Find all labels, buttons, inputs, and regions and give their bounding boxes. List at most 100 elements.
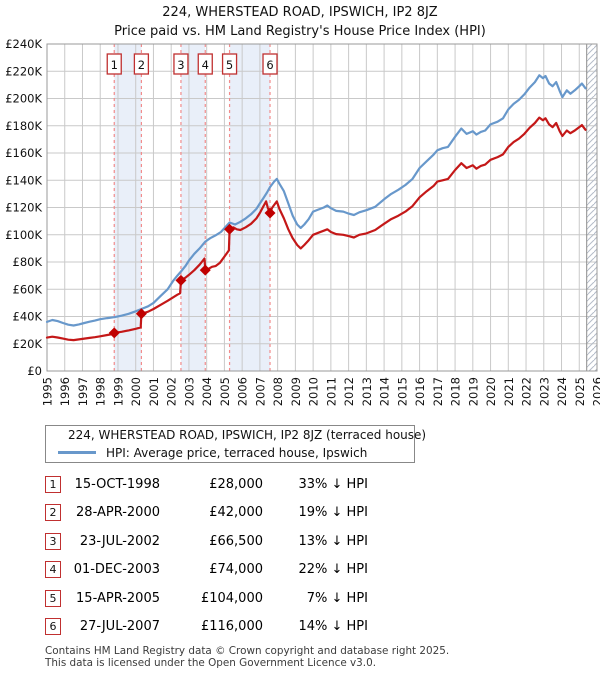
x-axis-label: 2018	[449, 377, 463, 406]
price-history-chart: 1 2 3 4 5 6 £0 £20K £40K £60K £80K £100K £120K £140K £…	[5, 37, 600, 406]
sale-date: 15-OCT-1998	[74, 477, 160, 492]
y-axis-label: £20K	[13, 337, 43, 351]
x-axis-label: 2000	[129, 377, 143, 406]
sale-row-3: 3 23-JUL-2002 £66,500 13% ↓ HPI	[0, 533, 600, 551]
sale-number-badge: 5	[45, 590, 61, 607]
hpi-line	[45, 74, 587, 327]
sale-number-box-label: 6	[266, 58, 273, 72]
sale-row-5: 5 15-APR-2005 £104,000 7% ↓ HPI	[0, 590, 600, 608]
x-axis-label: 2007	[253, 377, 267, 406]
x-axis-label: 2021	[502, 377, 516, 406]
x-axis-label: 2006	[236, 377, 250, 406]
y-axis-label: £60K	[13, 282, 43, 296]
y-axis-label: £180K	[5, 119, 42, 133]
sale-vs-hpi: 33% ↓ HPI	[298, 477, 368, 492]
legend-row-property: 224, WHERSTEAD ROAD, IPSWICH, IP2 8JZ (t…	[46, 428, 426, 443]
legend-hpi-label: HPI: Average price, terraced house, Ipsw…	[106, 445, 368, 460]
y-axis-label: £120K	[5, 201, 42, 215]
sale-marker-diamond	[108, 327, 120, 339]
sale-marker-diamond	[224, 223, 236, 235]
x-axis-label: 2024	[555, 377, 569, 406]
sale-date: 15-APR-2005	[76, 591, 160, 606]
sale-date: 28-APR-2000	[76, 505, 160, 520]
sale-number-badge: 2	[45, 504, 61, 521]
x-axis-label: 1995	[41, 377, 55, 406]
x-axis-label: 2002	[165, 377, 179, 406]
x-axis-label: 2004	[200, 377, 214, 406]
x-axis-label: 2008	[271, 377, 285, 406]
x-axis-label: 2020	[484, 377, 498, 406]
sale-vs-hpi: 14% ↓ HPI	[298, 619, 368, 634]
sale-number-box	[106, 53, 122, 75]
sale-row-2: 2 28-APR-2000 £42,000 19% ↓ HPI	[0, 504, 600, 522]
x-axis-label: 2023	[537, 377, 551, 406]
y-axis-label: £220K	[5, 64, 42, 78]
sale-number-box-label: 2	[138, 58, 145, 72]
sale-number-box-label: 5	[226, 58, 233, 72]
sale-number-box-label: 1	[111, 58, 118, 72]
license-footer: Contains HM Land Registry data © Crown c…	[45, 645, 585, 669]
sale-number-box-label: 4	[202, 58, 209, 72]
sale-row-1: 1 15-OCT-1998 £28,000 33% ↓ HPI	[0, 476, 600, 494]
y-axis-label: £0	[27, 364, 42, 378]
sale-vs-hpi: 7% ↓ HPI	[306, 591, 368, 606]
y-axis-label: £80K	[13, 255, 43, 269]
x-axis-label: 2013	[360, 377, 374, 406]
legend-property-label: 224, WHERSTEAD ROAD, IPSWICH, IP2 8JZ (t…	[68, 428, 427, 443]
x-axis-label: 2010	[307, 377, 321, 406]
y-axis-label: £140K	[5, 173, 42, 187]
x-axis-label: 2012	[342, 377, 356, 406]
sale-number-badge: 1	[45, 476, 61, 493]
x-axis-label: 2015	[395, 377, 409, 406]
x-axis-label: 2017	[431, 377, 445, 406]
x-axis-label: 1998	[94, 377, 108, 406]
sale-vs-hpi: 22% ↓ HPI	[298, 562, 368, 577]
sale-marker-diamond	[135, 308, 147, 320]
footer-line-2: This data is licensed under the Open Gov…	[45, 656, 377, 669]
sale-number-box	[173, 53, 189, 75]
x-axis-label: 2016	[413, 377, 427, 406]
x-axis-label: 2014	[378, 377, 392, 406]
x-axis-label: 1999	[111, 377, 125, 406]
x-axis-label: 2001	[147, 377, 161, 406]
x-axis-label: 2019	[466, 377, 480, 406]
hpi-line-swatch	[58, 451, 96, 455]
sale-marker-diamond	[175, 274, 187, 286]
sale-price: £28,000	[209, 477, 263, 492]
sale-number-badge: 4	[45, 561, 61, 578]
x-axis-label: 2009	[289, 377, 303, 406]
x-axis-label: 1996	[58, 377, 72, 406]
sale-number-box	[262, 53, 278, 75]
sale-date: 23-JUL-2002	[79, 534, 160, 549]
x-axis-label: 2022	[520, 377, 534, 406]
sale-date: 27-JUL-2007	[79, 619, 160, 634]
sale-price: £66,500	[209, 534, 263, 549]
sale-vs-hpi: 19% ↓ HPI	[298, 505, 368, 520]
page-subtitle: Price paid vs. HM Land Registry's House …	[114, 24, 486, 39]
sale-number-box	[133, 53, 150, 75]
future-hatch-area	[586, 44, 597, 371]
y-axis-label: £200K	[5, 92, 42, 106]
y-axis-label: £100K	[5, 228, 42, 242]
chart-legend: 224, WHERSTEAD ROAD, IPSWICH, IP2 8JZ (t…	[45, 425, 426, 463]
sale-vs-hpi: 13% ↓ HPI	[298, 534, 368, 549]
sale-price: £104,000	[200, 591, 263, 606]
sale-date: 01-DEC-2003	[73, 562, 160, 577]
sale-number-box	[197, 53, 213, 75]
sale-number-badge: 6	[45, 618, 61, 635]
y-axis-label: £160K	[5, 146, 42, 160]
x-axis-label: 2005	[218, 377, 232, 406]
sale-marker-diamond	[199, 264, 211, 276]
page-title: 224, WHERSTEAD ROAD, IPSWICH, IP2 8JZ	[162, 5, 438, 20]
sale-price: £116,000	[200, 619, 263, 634]
sale-number-box	[221, 53, 238, 75]
x-axis-label: 2026	[591, 377, 600, 406]
y-axis-label: £40K	[13, 310, 43, 324]
legend-row-hpi: HPI: Average price, terraced house, Ipsw…	[46, 446, 414, 461]
sale-price: £74,000	[209, 562, 263, 577]
sale-price: £42,000	[209, 505, 263, 520]
x-axis-label: 2011	[324, 377, 338, 406]
sale-number-badge: 3	[45, 533, 61, 550]
x-axis-label: 2003	[182, 377, 196, 406]
